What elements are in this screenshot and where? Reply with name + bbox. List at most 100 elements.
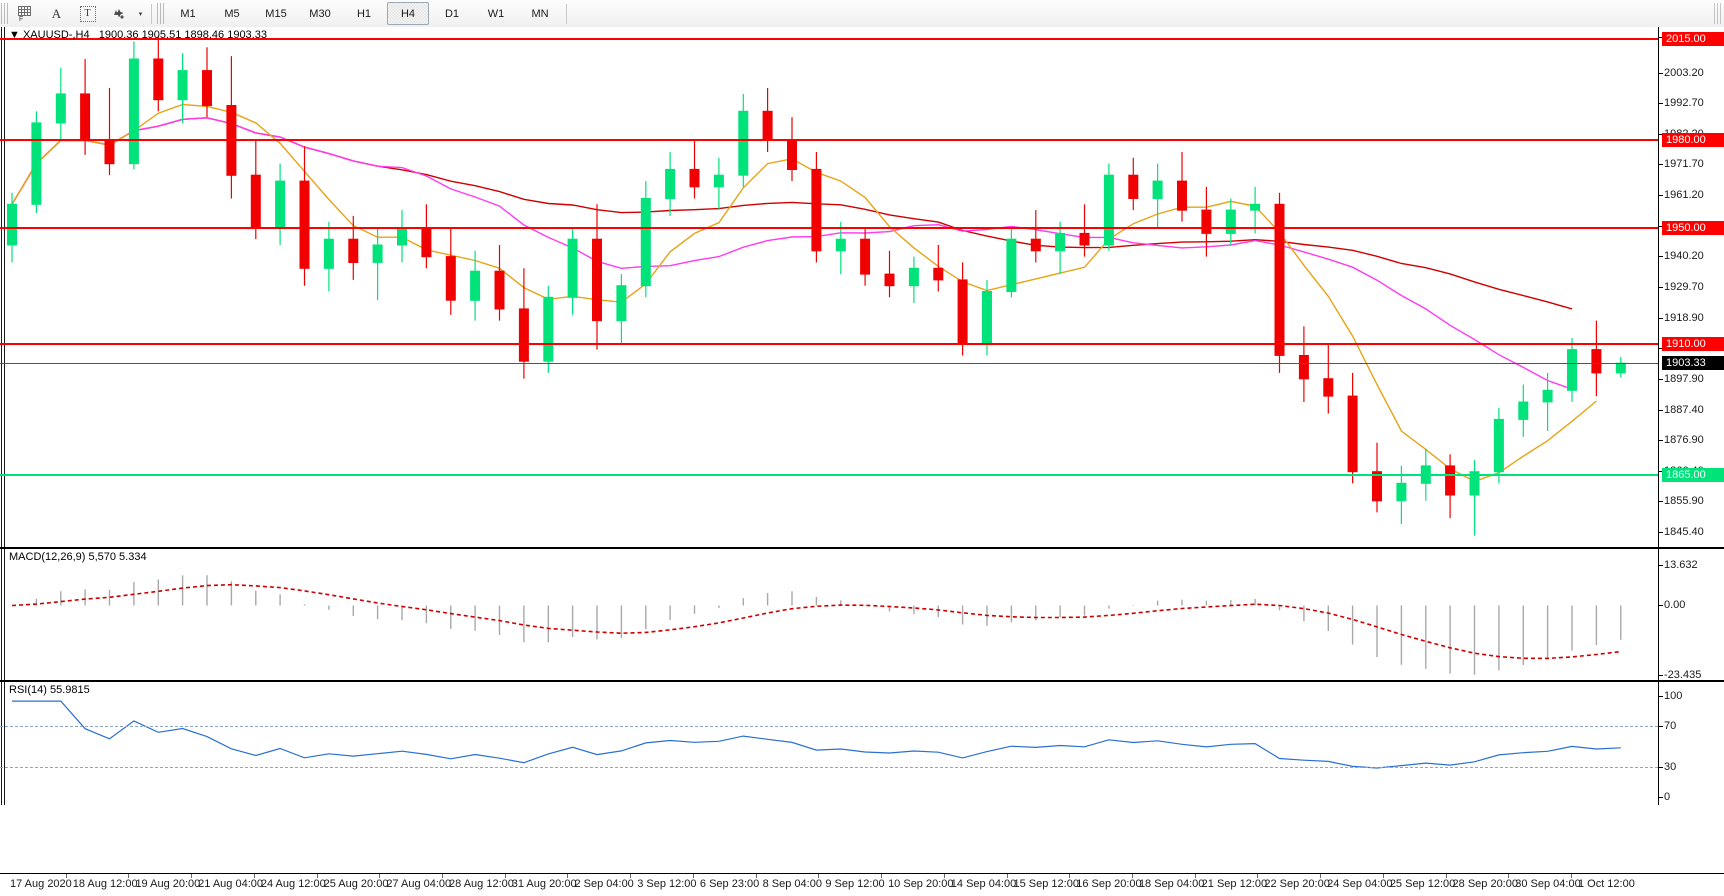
timeframe-m5[interactable]: M5 (224, 7, 240, 20)
time-axis-tick (316, 874, 318, 878)
time-axis-label: 21 Sep 12:00 (1201, 878, 1268, 890)
time-axis-tick (1570, 874, 1572, 878)
time-axis-tick (128, 874, 130, 878)
resistance-1980-line[interactable] (0, 139, 1658, 142)
text-label-icon[interactable]: A (42, 1, 71, 26)
crosshair-glyph: F (18, 6, 33, 23)
price-tick-mark (1659, 36, 1663, 38)
macd-tick-label: 13.632 (1664, 559, 1698, 571)
time-axis-tick (65, 874, 67, 878)
collapse-arrow-icon[interactable]: ▼ (9, 29, 20, 41)
rsi-axis[interactable]: 100 70 30 0 (1658, 682, 1724, 805)
objects-glyph (113, 8, 124, 19)
toolbar-drag-grip[interactable] (1, 3, 8, 24)
price-axis-line (1658, 27, 1659, 547)
chart-surface[interactable]: ▼ XAUUSD-,H4 1900.36 1905.51 1898.46 190… (0, 27, 1724, 896)
time-axis-label: 31 Aug 20:00 (511, 878, 577, 890)
price-plot-area[interactable] (0, 27, 1724, 547)
macd-axis-line (1658, 549, 1659, 681)
time-axis[interactable]: 17 Aug 2020 18 Aug 12:00 19 Aug 20:00 21 Au… (0, 873, 1724, 896)
objects-icon[interactable] (104, 1, 133, 26)
price-pane[interactable]: ▼ XAUUSD-,H4 1900.36 1905.51 1898.46 190… (0, 27, 1724, 547)
rsi-level-70 (0, 726, 1658, 728)
text-box-icon[interactable]: T (73, 1, 102, 26)
toolbar-right-grip[interactable] (1714, 3, 1721, 24)
time-axis-label: 25 Sep 12:00 (1389, 878, 1456, 890)
resistance-2015-line[interactable] (0, 37, 1658, 40)
price-tick-mark (1659, 501, 1663, 503)
timeframe-m15[interactable]: M15 (265, 7, 287, 20)
time-axis-tick (379, 874, 381, 878)
price-tick-mark (1659, 195, 1663, 196)
crosshair-icon[interactable]: F (11, 1, 40, 26)
price-tick-mark (1659, 348, 1663, 350)
pane-divider-1[interactable] (0, 547, 1724, 548)
resistance-1980-tag[interactable]: 1980.00 (1662, 133, 1724, 148)
macd-tick-mark (1659, 565, 1663, 566)
time-axis-label: 24 Aug 12:00 (260, 878, 326, 890)
support-1865-tag[interactable]: 1865.00 (1662, 467, 1724, 482)
last-price-tag[interactable]: 1903.33 (1662, 356, 1724, 371)
timeframe-drag-grip[interactable] (157, 3, 164, 24)
timeframe-w1[interactable]: W1 (487, 7, 505, 20)
resistance-1910-line[interactable] (0, 342, 1658, 345)
objects-dropdown-arrow-icon[interactable]: ▾ (138, 10, 143, 18)
time-axis-tick (692, 874, 694, 878)
time-axis-tick (442, 874, 444, 878)
time-axis-label: 25 Aug 20:00 (323, 878, 389, 890)
price-tick-label: 2003.20 (1664, 66, 1704, 79)
main-toolbar: F A T ▾ M1 M5 M15 M30 H1 H4 D1 W1 MN (0, 0, 1724, 28)
price-tick-label: 1992.70 (1664, 97, 1704, 110)
macd-pane[interactable]: MACD(12,26,9) 5,570 5.334 13.632 0.00 -23.… (0, 548, 1724, 681)
pane-divider-2[interactable] (0, 680, 1724, 681)
time-axis-tick (630, 874, 632, 878)
macd-pane-grip[interactable] (1, 549, 7, 681)
rsi-pane[interactable]: RSI(14) 55.9815 100 70 30 0 (0, 681, 1724, 805)
timeframe-m1[interactable]: M1 (180, 7, 196, 20)
resistance-1910-tag[interactable]: 1910.00 (1662, 336, 1724, 351)
support-1865-line[interactable] (0, 473, 1658, 476)
macd-label: MACD(12,26,9) 5,570 5.334 (9, 551, 147, 563)
rsi-axis-line (1658, 682, 1659, 805)
time-axis-label: 19 Aug 20:00 (135, 878, 201, 890)
price-tick-mark (1659, 470, 1663, 472)
time-axis-label: 24 Sep 04:00 (1327, 878, 1393, 890)
time-axis-label: 2 Sep 04:00 (574, 878, 634, 890)
time-axis-label: 22 Sep 20:00 (1264, 878, 1330, 890)
macd-tick-mark (1659, 605, 1663, 607)
price-tick-label: 1940.20 (1664, 250, 1704, 263)
price-tick-label: 1918.90 (1664, 311, 1704, 324)
time-axis-label: 27 Aug 04:00 (386, 878, 452, 890)
price-tick-label: 1897.90 (1664, 372, 1704, 385)
resistance-1950-tag[interactable]: 1950.00 (1662, 220, 1724, 235)
text-box-glyph: T (79, 5, 96, 22)
macd-axis[interactable]: 13.632 0.00 -23.435 (1658, 549, 1724, 681)
price-tick-mark (1659, 72, 1663, 74)
time-axis-label: 10 Sep 20:00 (888, 878, 954, 890)
timeframe-m30[interactable]: M30 (309, 7, 331, 20)
rsi-pane-grip[interactable] (1, 682, 7, 805)
macd-plot-area[interactable] (0, 549, 1724, 681)
price-tick-mark (1659, 286, 1663, 288)
timeframe-h4[interactable]: H4 (387, 2, 429, 25)
resistance-2015-tag[interactable]: 2015.00 (1662, 31, 1724, 46)
timeframe-h1[interactable]: H1 (356, 7, 372, 20)
price-tick-mark (1659, 531, 1663, 533)
macd-tick-label: 0.00 (1664, 599, 1686, 612)
price-pane-grip[interactable] (1, 27, 7, 547)
timeframe-mn[interactable]: MN (531, 7, 549, 20)
price-tick-mark (1659, 409, 1663, 411)
time-axis-label: 1 Oct 12:00 (1577, 878, 1635, 890)
price-tick-label: 1971.70 (1664, 158, 1704, 171)
time-axis-label: 6 Sep 23:00 (699, 878, 760, 890)
time-axis-tick (1508, 874, 1510, 878)
time-axis-tick (253, 874, 255, 878)
time-axis-label: 14 Sep 04:00 (950, 878, 1017, 890)
price-tick-mark (1659, 256, 1663, 258)
rsi-plot-area[interactable] (0, 682, 1724, 805)
resistance-1950-line[interactable] (0, 226, 1658, 229)
price-tick-mark (1659, 133, 1663, 135)
timeframe-d1[interactable]: D1 (444, 7, 460, 20)
price-tick-label: 1961.20 (1664, 189, 1704, 201)
price-tick-mark (1659, 378, 1663, 380)
